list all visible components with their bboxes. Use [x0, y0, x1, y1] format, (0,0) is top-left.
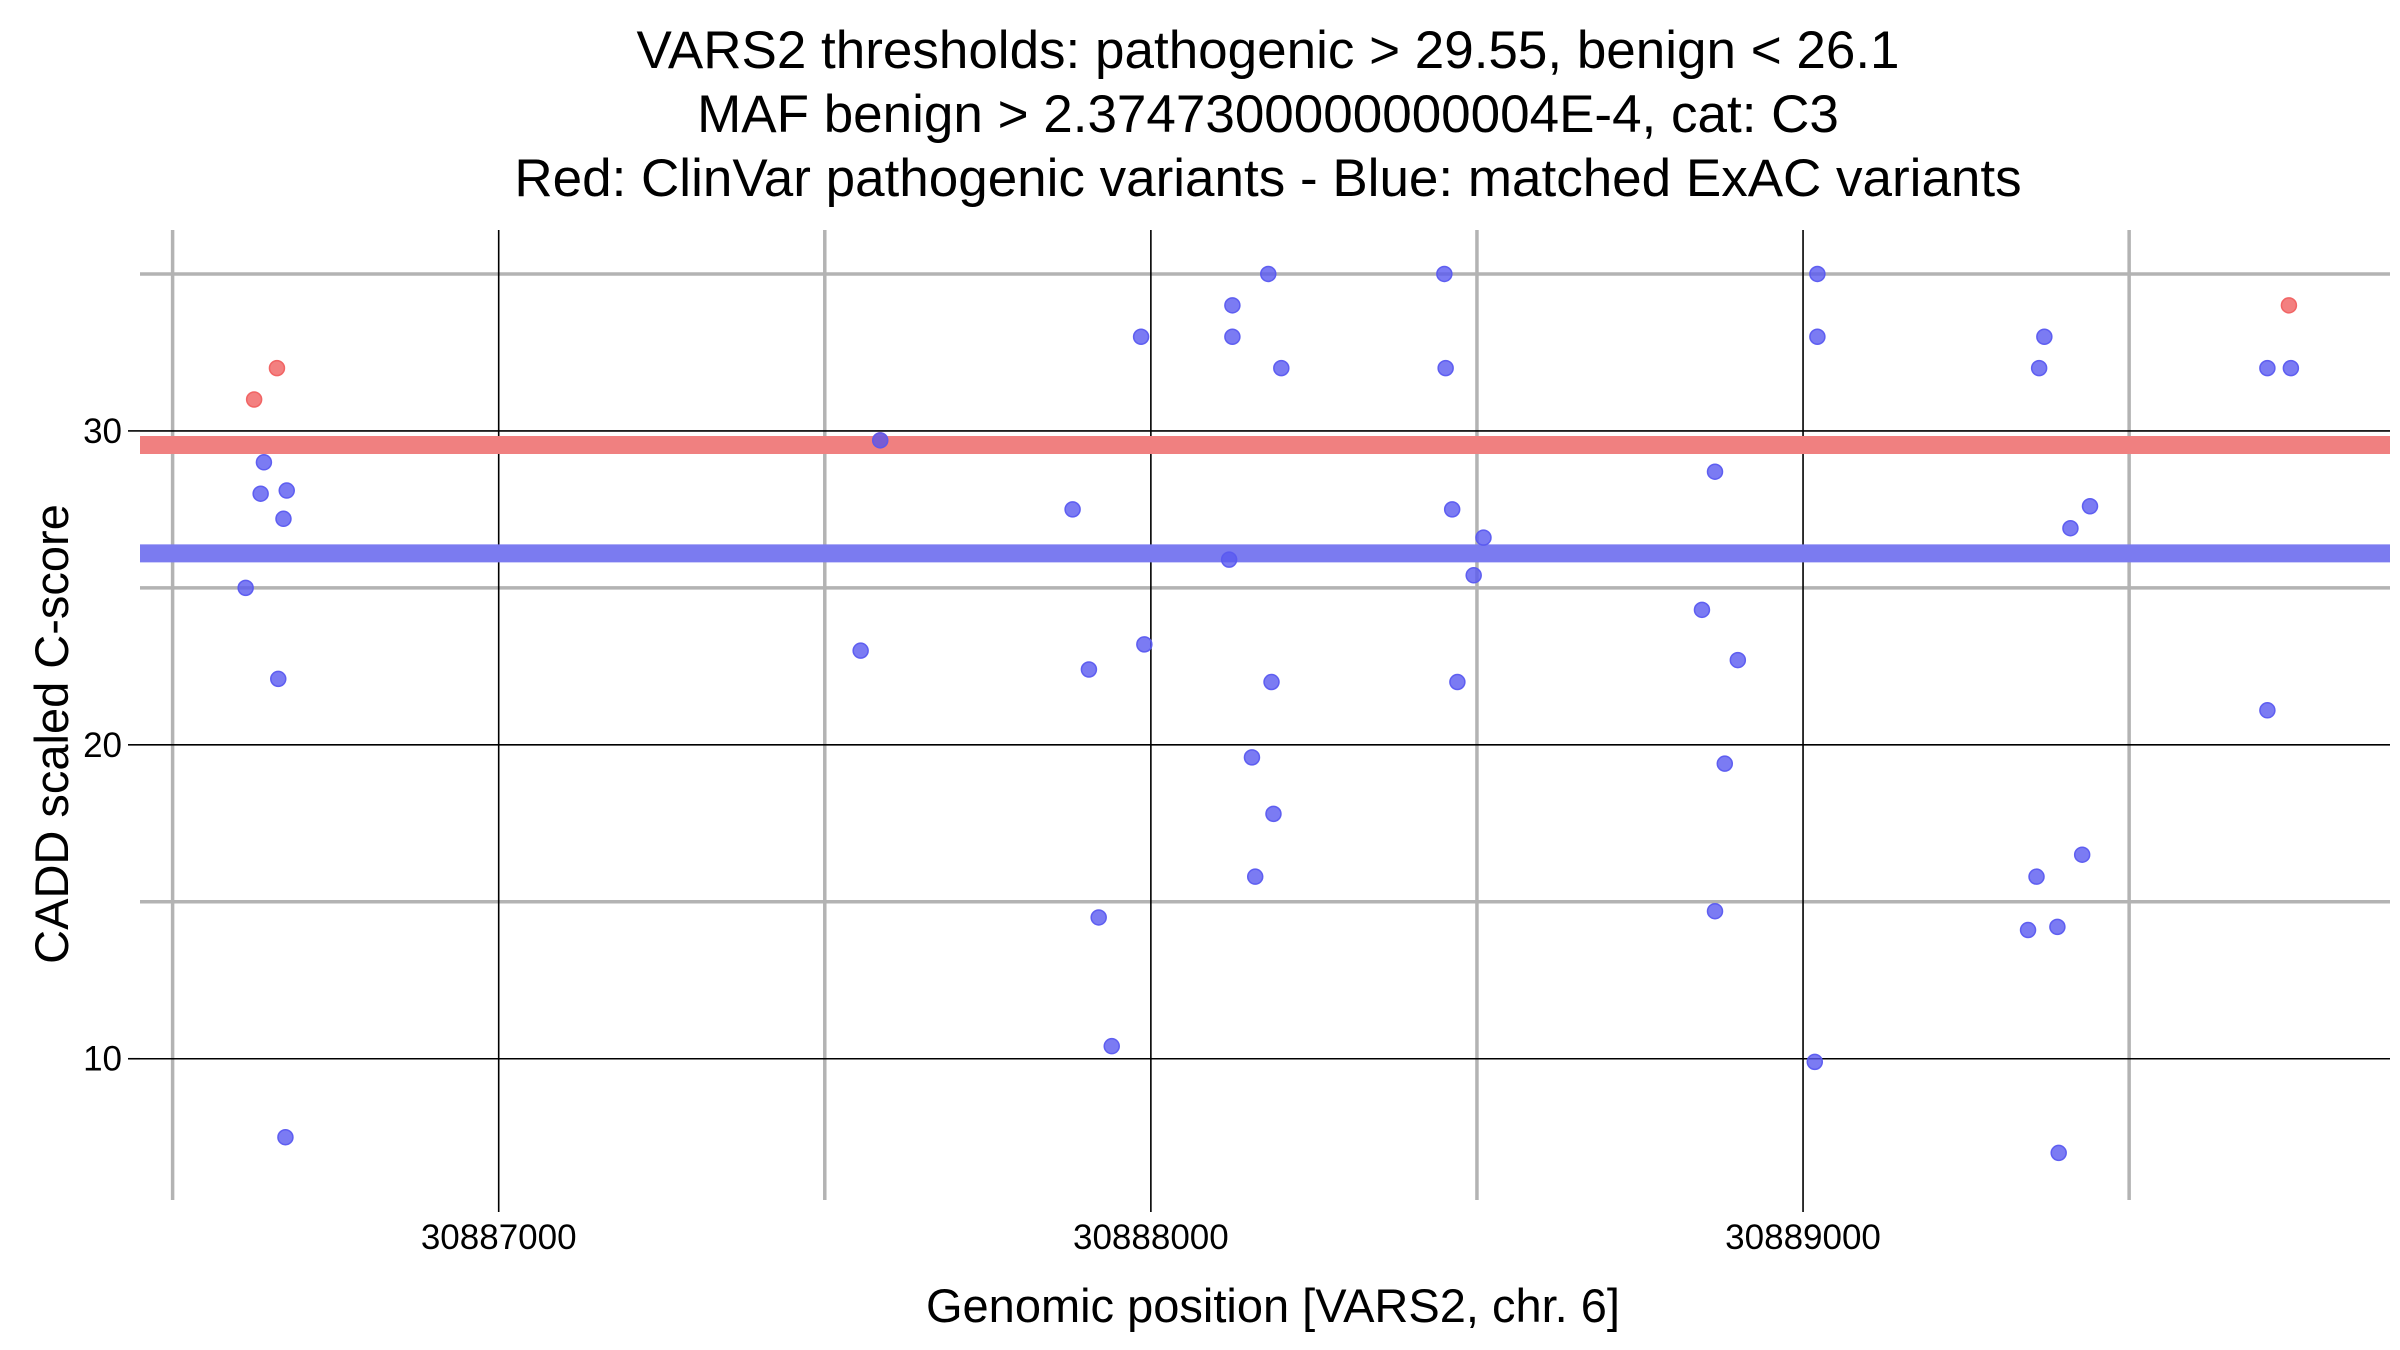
benign-point: [1080, 661, 1098, 678]
benign-point: [852, 642, 869, 659]
pathogenic-point: [2280, 297, 2298, 314]
benign-point: [270, 670, 287, 688]
benign-point: [1273, 359, 1290, 377]
benign-point: [1729, 651, 1747, 669]
benign-point: [2028, 868, 2045, 885]
benign-point: [1224, 328, 1241, 345]
benign-point: [2081, 497, 2099, 515]
benign-point: [1436, 265, 1453, 283]
x-tick-label: 30888000: [1073, 1218, 1229, 1257]
benign-point: [1809, 265, 1826, 283]
benign-point: [1443, 501, 1461, 518]
benign-point: [1243, 749, 1261, 766]
benign-point: [2259, 702, 2276, 719]
benign-point: [1706, 902, 1724, 920]
benign-point: [1132, 328, 1150, 345]
benign-point: [1806, 1053, 1824, 1071]
chart-title-line-3: Red: ClinVar pathogenic variants - Blue:…: [514, 149, 2021, 208]
benign-point: [2062, 519, 2079, 537]
benign-point: [1263, 673, 1280, 691]
benign-point: [1475, 529, 1492, 546]
benign-point: [2030, 359, 2048, 377]
x-tick-label: 30889000: [1725, 1218, 1881, 1257]
x-tick-label: 30887000: [421, 1218, 577, 1257]
grid-layer: [140, 230, 2390, 1200]
benign-point: [2073, 846, 2091, 863]
benign-point: [1090, 909, 1107, 926]
benign-point: [1265, 805, 1282, 823]
benign-point: [277, 1128, 294, 1146]
benign-point: [278, 482, 295, 499]
benign-point: [871, 432, 889, 449]
benign-point: [1064, 501, 1081, 518]
y-tick-label: 10: [83, 1040, 122, 1079]
benign-point: [1449, 673, 1466, 691]
tick-layer: 30887000 30888000 30889000 10 20 30: [83, 412, 1881, 1257]
benign-point: [237, 579, 254, 597]
benign-point: [275, 510, 292, 528]
pathogenic-point: [268, 359, 286, 377]
benign-point: [1706, 463, 1724, 480]
chart-title-line-1: VARS2 thresholds: pathogenic > 29.55, be…: [636, 21, 1899, 80]
chart-title-line-2: MAF benign > 2.3747300000000004E-4, cat:…: [697, 85, 1839, 144]
benign-point: [1716, 755, 1734, 772]
benign-point: [1693, 601, 1711, 619]
benign-point: [1809, 328, 1826, 345]
benign-point: [255, 454, 273, 471]
benign-point: [2036, 328, 2053, 345]
y-tick-label: 20: [83, 726, 122, 765]
point-layer: [237, 265, 2300, 1162]
benign-point: [1437, 359, 1454, 377]
x-axis-title: Genomic position [VARS2, chr. 6]: [926, 1279, 1620, 1332]
benign-point: [1103, 1037, 1120, 1055]
benign-point: [1260, 265, 1277, 283]
benign-point: [1136, 636, 1153, 653]
benign-point: [2019, 921, 2037, 939]
benign-point: [1465, 567, 1482, 584]
y-tick-label: 30: [83, 412, 122, 451]
threshold-layer: [140, 436, 2390, 563]
benign-point: [1246, 868, 1264, 885]
benign-point: [1220, 551, 1238, 568]
y-axis-title: CADD scaled C-score: [25, 504, 78, 964]
benign-point: [2049, 918, 2066, 936]
benign-point: [252, 485, 269, 502]
pathogenic-point: [245, 391, 263, 408]
benign-point: [2259, 359, 2276, 377]
benign-point: [1224, 297, 1241, 314]
benign-point: [2050, 1144, 2067, 1162]
benign-point: [2282, 359, 2300, 377]
